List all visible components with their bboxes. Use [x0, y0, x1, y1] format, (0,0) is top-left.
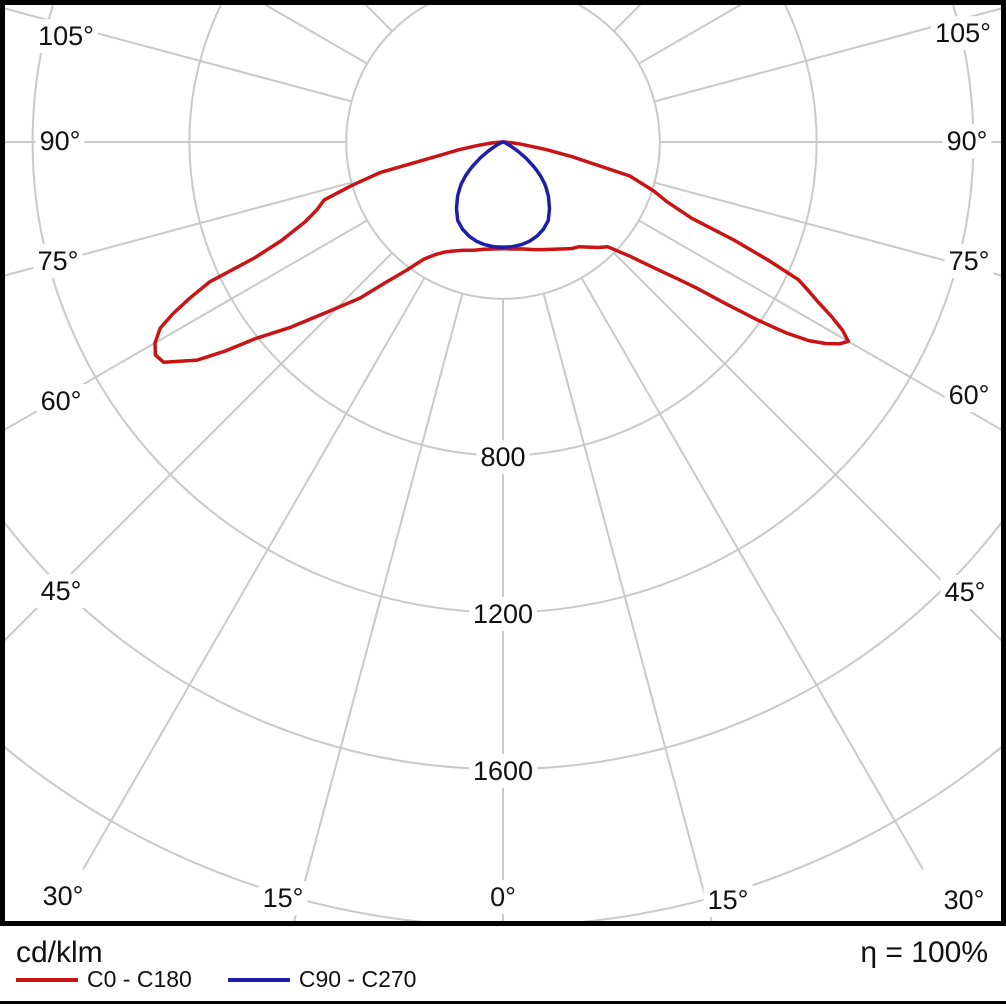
plot-frame [0, 0, 1006, 926]
angle-label-left: 60° [41, 386, 82, 416]
angle-label-left: 105° [38, 21, 94, 51]
curve-C0-C180 [153, 140, 851, 365]
angle-label-right: 75° [949, 246, 990, 276]
legend-label-0: C0 - C180 [87, 966, 192, 992]
spoke--105 [5, 7, 352, 103]
legend-label-1: C90 - C270 [298, 966, 417, 992]
legend-swatch-1 [227, 977, 290, 982]
spoke-15 [542, 293, 713, 921]
angle-label-bottom: 15° [708, 885, 749, 915]
angle-label-right: 90° [947, 126, 988, 156]
spoke--45 [5, 252, 393, 642]
legend-swatch-0 [16, 977, 78, 982]
ring-label-1600: 1600 [473, 756, 533, 786]
bottom-divider [0, 1001, 1006, 1004]
spoke-45 [613, 252, 1001, 642]
angle-label-right: 105° [935, 18, 991, 48]
axis-labels: 105° 90° 75° 60° 45° 30° 105° 90° 75° 60° 45° 30° 15… [33, 16, 995, 918]
legend: C0 - C180 C90 - C270 [16, 966, 452, 993]
angle-label-bottom: 0° [490, 882, 516, 912]
angle-label-right: 60° [949, 380, 990, 410]
spoke--30 [82, 277, 426, 870]
angle-label-right: 45° [945, 577, 986, 607]
spoke-105 [654, 7, 1001, 103]
spoke-120 [638, 5, 743, 65]
ring-label-1200: 1200 [473, 599, 533, 629]
angle-label-left: 90° [40, 126, 81, 156]
unit-label: cd/klm [16, 936, 103, 969]
angle-label-bottom: 15° [263, 883, 304, 913]
ring-400 [345, 5, 661, 300]
series-curves [153, 140, 851, 365]
efficiency-label: η = 100% [860, 936, 988, 969]
angle-label-left: 75° [38, 246, 79, 276]
legend-item-1: C90 - C270 [227, 966, 417, 993]
spoke--15 [293, 293, 464, 921]
legend-item-0: C0 - C180 [16, 966, 192, 993]
spoke-60 [638, 219, 1001, 431]
curve-C90-C270 [454, 140, 552, 249]
polar-grid [5, 5, 1001, 921]
angle-label-left: 30° [43, 881, 84, 911]
angle-label-left: 45° [41, 576, 82, 606]
spoke--120 [263, 5, 368, 65]
ring-label-800: 800 [480, 442, 525, 472]
angle-label-right: 30° [944, 885, 985, 915]
spoke-30 [580, 277, 924, 870]
spoke--75 [5, 181, 352, 277]
